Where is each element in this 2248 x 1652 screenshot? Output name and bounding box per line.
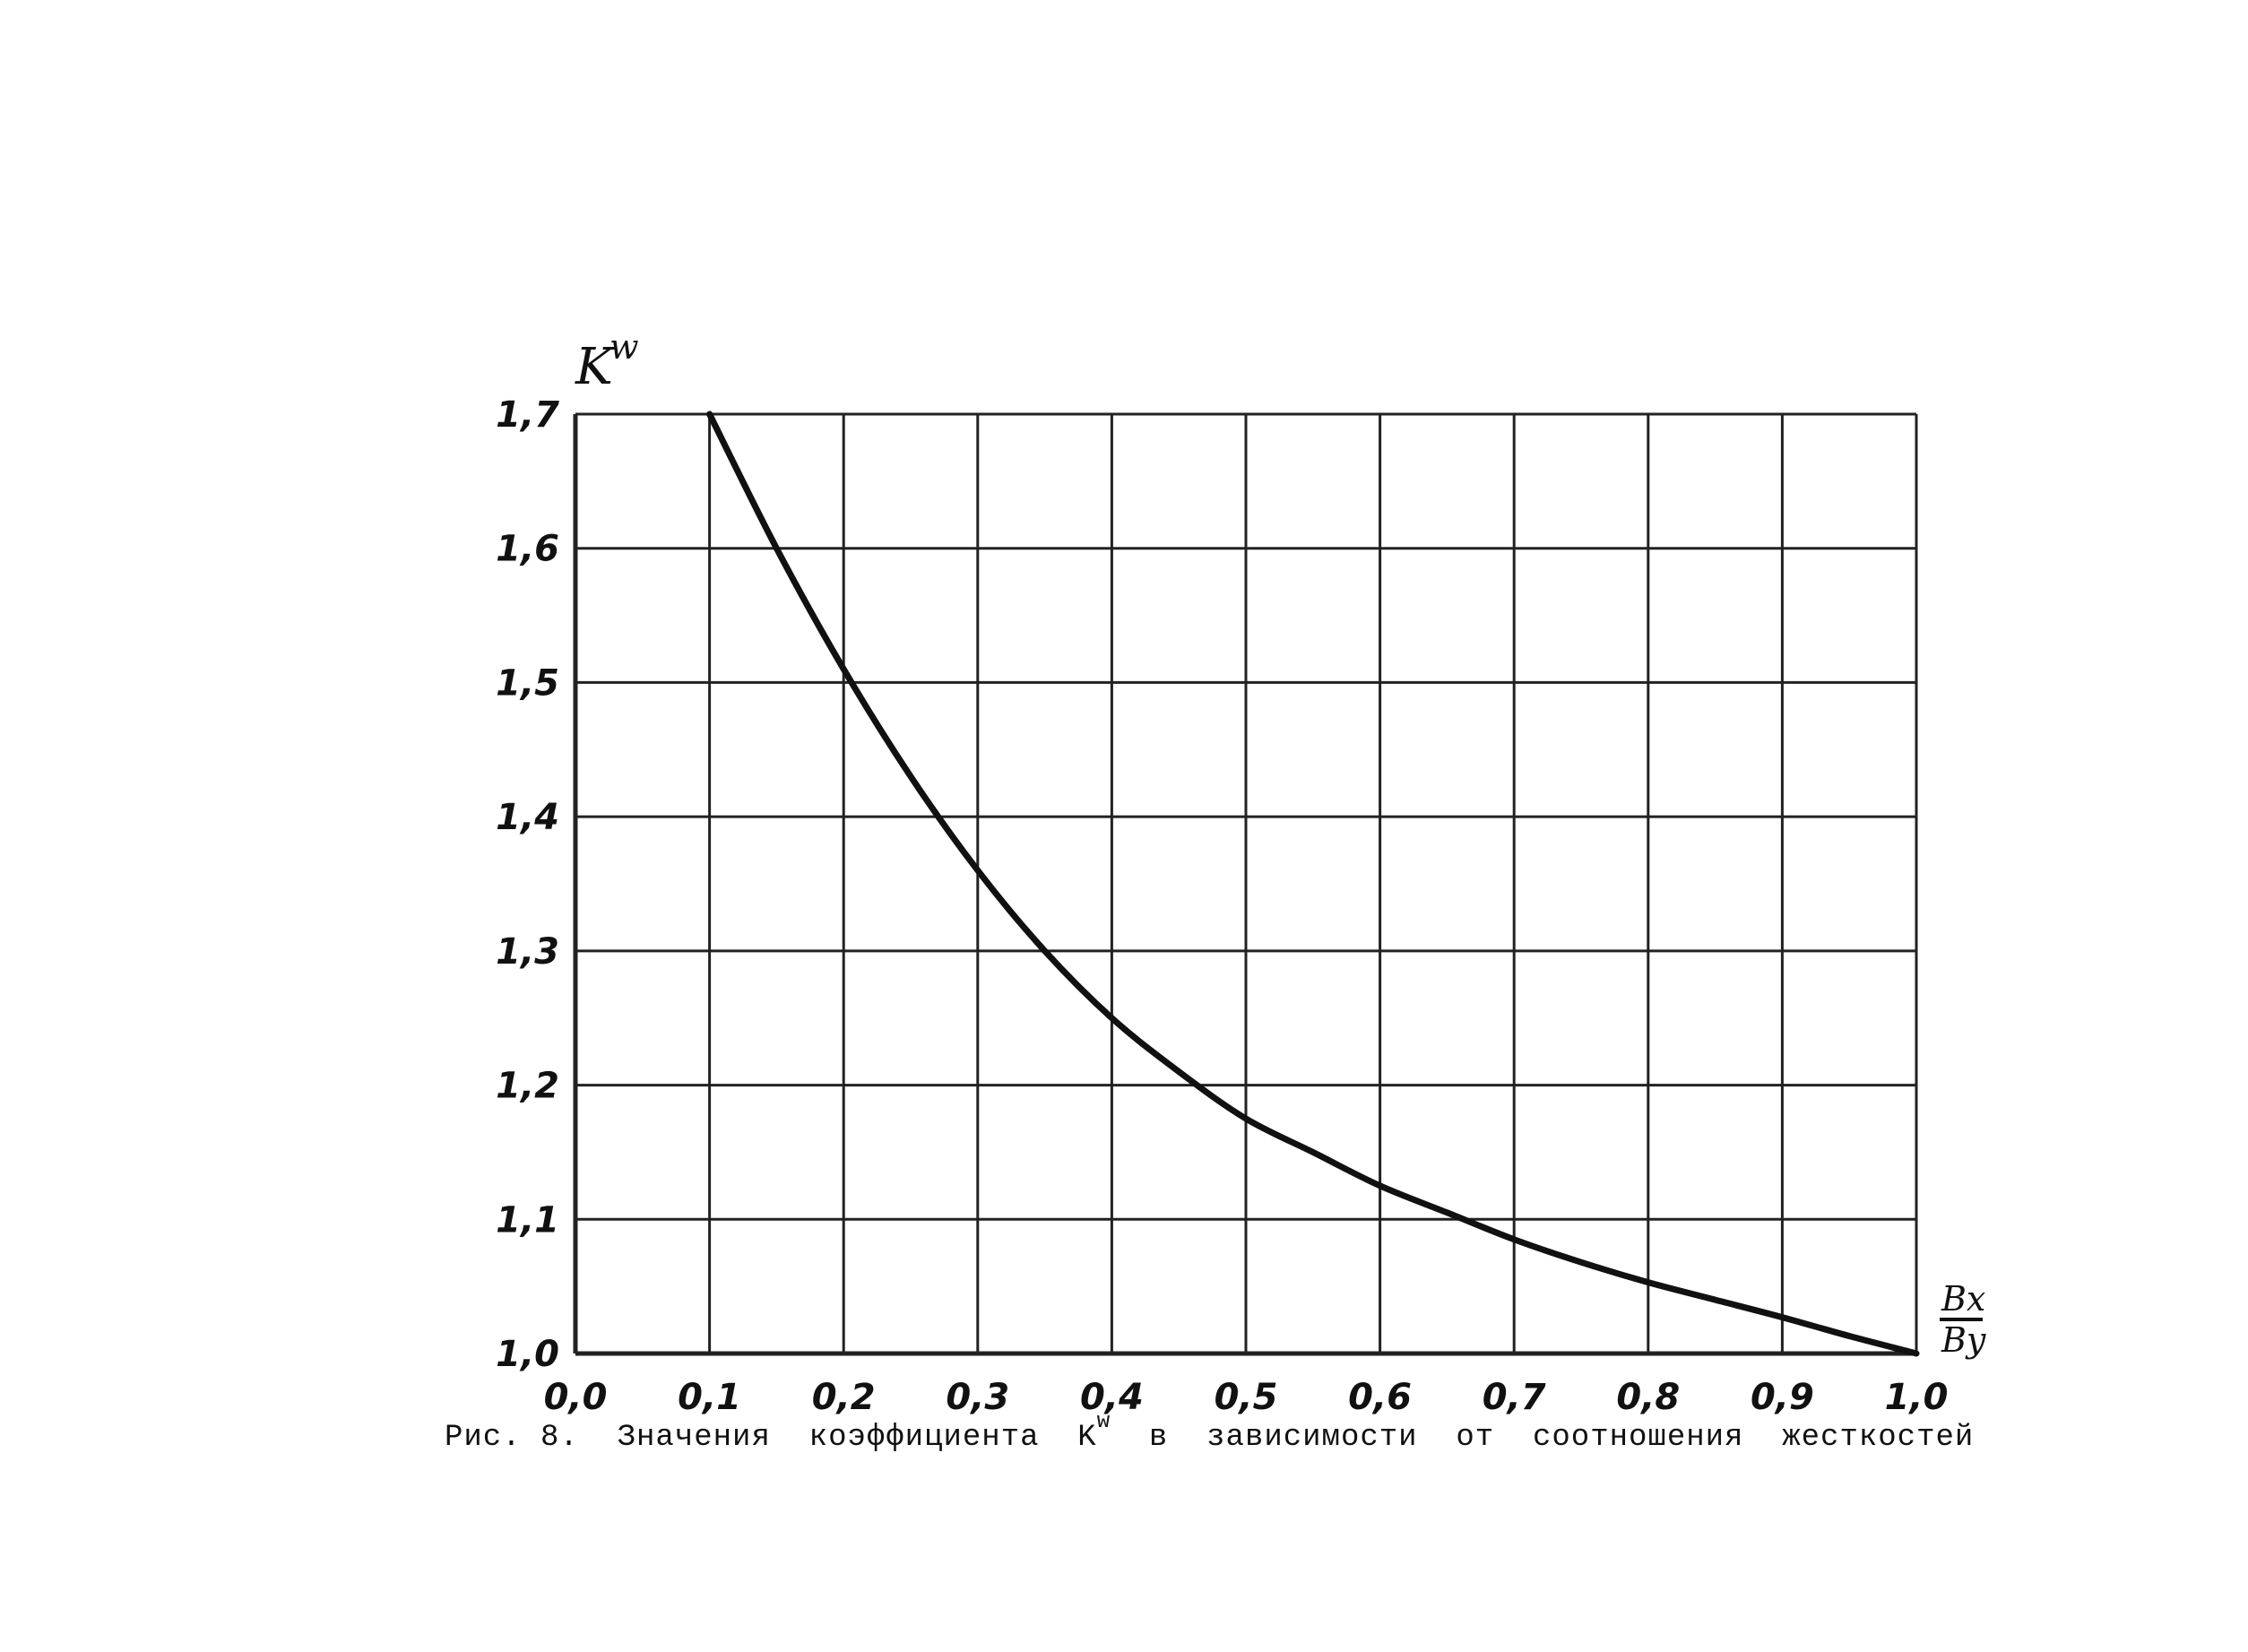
- y-tick-labels: 1,0 1,1 1,2 1,3 1,4 1,5 1,6 1,7: [496, 394, 559, 1375]
- x-tick-label: 1,0: [1885, 1377, 1949, 1418]
- y-tick-label: 1,5: [496, 662, 559, 704]
- data-point: [1243, 1116, 1249, 1121]
- data-point: [1176, 1068, 1182, 1075]
- y-tick-label: 1,1: [496, 1199, 559, 1241]
- data-point: [1645, 1279, 1651, 1285]
- y-tick-label: 1,2: [496, 1066, 559, 1107]
- x-tick-label: 0,6: [1348, 1377, 1412, 1418]
- y-axis-label: K: [575, 338, 616, 396]
- y-tick-label: 1,0: [496, 1334, 559, 1375]
- data-point: [908, 774, 913, 780]
- x-tick-label: 0,4: [1080, 1377, 1144, 1418]
- y-tick-label: 1,4: [496, 797, 559, 838]
- caption-prefix: Рис. 8. Значения коэффициента K: [445, 1421, 1097, 1455]
- data-point: [774, 545, 780, 551]
- x-tick-label: 0,7: [1483, 1377, 1546, 1418]
- data-point: [1914, 1351, 1919, 1356]
- caption-superscript: w: [1096, 1410, 1111, 1434]
- data-point: [706, 411, 713, 417]
- x-axis-label-numerator: Bx: [1941, 1279, 1985, 1319]
- data-point: [1109, 1015, 1115, 1021]
- data-point: [1846, 1333, 1853, 1339]
- curve-layer: [706, 411, 1920, 1357]
- x-tick-label: 0,3: [946, 1377, 1009, 1418]
- y-axis-label-sup: w: [610, 327, 639, 367]
- grid: [573, 412, 1918, 1356]
- x-tick-label: 0,2: [812, 1377, 876, 1418]
- data-point: [841, 666, 847, 672]
- data-point: [1712, 1297, 1718, 1303]
- x-tick-label: 0,0: [544, 1377, 608, 1418]
- data-points: [706, 411, 1919, 1356]
- data-point: [1578, 1259, 1584, 1266]
- x-tick-label: 0,9: [1751, 1377, 1814, 1418]
- data-point: [1310, 1149, 1316, 1155]
- y-tick-label: 1,7: [496, 394, 559, 436]
- data-point: [974, 868, 981, 874]
- x-tick-label: 0,8: [1616, 1377, 1680, 1418]
- data-point: [1444, 1209, 1450, 1215]
- y-tick-label: 1,6: [496, 529, 559, 570]
- data-point: [1779, 1314, 1785, 1320]
- x-tick-label: 0,5: [1215, 1377, 1278, 1418]
- figure-caption: Рис. 8. Значения коэффициента Kw в завис…: [445, 1410, 1975, 1455]
- data-point: [1042, 947, 1048, 954]
- series-line-kw: [706, 411, 1920, 1357]
- x-tick-labels: 0,0 0,1 0,2 0,3 0,4 0,5 0,6 0,7 0,8 0,9 1,0: [544, 1377, 1949, 1418]
- data-point: [1377, 1182, 1383, 1189]
- data-point: [1511, 1236, 1517, 1242]
- caption-suffix: в зависимости от соотношения жесткостей: [1111, 1421, 1975, 1455]
- y-tick-label: 1,3: [496, 931, 559, 973]
- x-tick-label: 0,1: [678, 1377, 741, 1418]
- x-axis-label-denominator: By: [1941, 1320, 1986, 1360]
